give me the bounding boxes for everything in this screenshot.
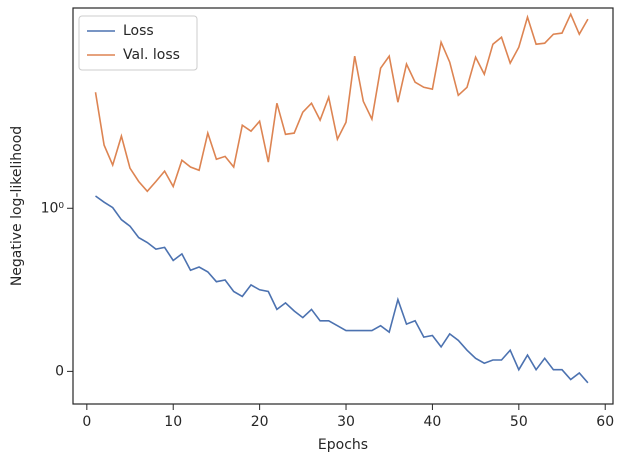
legend-box [78, 15, 198, 71]
plot-frame [72, 7, 614, 405]
x-tick-label: 10 [164, 414, 182, 430]
line-series [94, 12, 589, 193]
legend-label: Val. loss [123, 47, 180, 63]
x-tick-label: 30 [337, 414, 355, 430]
x-tick-label: 50 [510, 414, 528, 430]
x-tick-label: 60 [596, 414, 614, 430]
x-tick-label: 20 [251, 414, 269, 430]
legend-label: Loss [123, 23, 154, 39]
x-axis-label: Epochs [318, 437, 368, 453]
y-tick-label: 0 [55, 363, 64, 379]
y-axis-label: Negative log-likelihood [9, 126, 25, 286]
x-tick-label: 0 [82, 414, 91, 430]
y-tick-label: 10⁰ [41, 200, 65, 216]
line-series [95, 195, 589, 384]
x-tick-label: 40 [424, 414, 442, 430]
